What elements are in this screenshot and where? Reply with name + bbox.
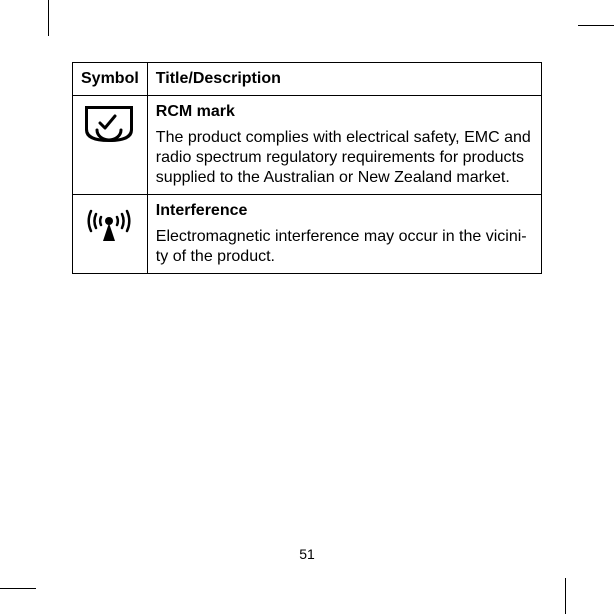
rcm-mark-icon bbox=[81, 102, 137, 146]
symbol-table: Symbol Title/Description bbox=[72, 62, 542, 274]
page-content: Symbol Title/Description bbox=[72, 62, 542, 274]
crop-mark bbox=[48, 0, 49, 36]
row-body: The product complies with electrical saf… bbox=[156, 129, 531, 186]
crop-mark bbox=[565, 578, 566, 614]
row-body: Electromagnetic interference may occur i… bbox=[156, 228, 527, 265]
symbol-cell-rcm bbox=[73, 96, 148, 195]
table-row: Interference Electromagnetic interferenc… bbox=[73, 195, 542, 274]
header-description: Title/Description bbox=[147, 63, 541, 96]
page-number: 51 bbox=[0, 546, 614, 562]
header-symbol: Symbol bbox=[73, 63, 148, 96]
symbol-cell-interference bbox=[73, 195, 148, 274]
crop-mark bbox=[578, 25, 614, 26]
interference-icon bbox=[81, 201, 137, 245]
row-title: RCM mark bbox=[156, 102, 533, 122]
description-cell: RCM mark The product complies with elect… bbox=[147, 96, 541, 195]
crop-mark bbox=[0, 588, 36, 589]
table-row: RCM mark The product complies with elect… bbox=[73, 96, 542, 195]
row-title: Interference bbox=[156, 201, 533, 221]
table-header-row: Symbol Title/Description bbox=[73, 63, 542, 96]
description-cell: Interference Electromagnetic interferenc… bbox=[147, 195, 541, 274]
